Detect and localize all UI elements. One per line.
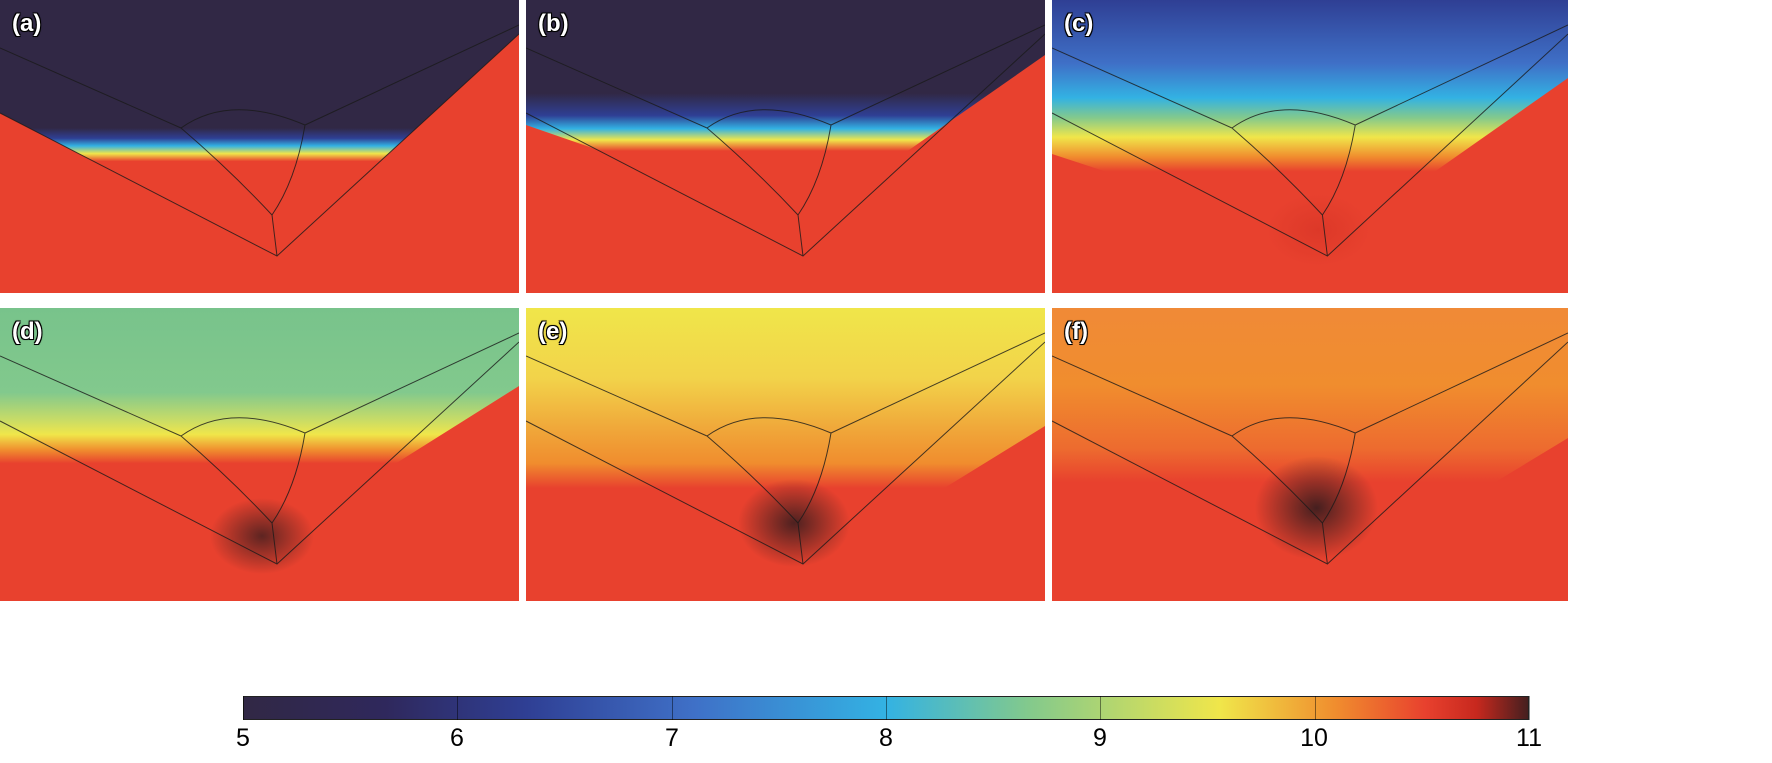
colorbar-tick-label-8: 8 xyxy=(879,724,893,752)
panel-e-plot xyxy=(526,308,1045,601)
panel-e-mesh xyxy=(526,332,1045,565)
panel-f-hotspot xyxy=(1254,456,1379,560)
panel-a-mesh xyxy=(0,24,519,257)
panel-a: (a) xyxy=(0,0,519,293)
panel-d-hotspot xyxy=(210,498,314,574)
panel-b-plot xyxy=(526,0,1045,293)
panel-b: (b) xyxy=(526,0,1045,293)
panel-f-plot xyxy=(1052,308,1568,601)
panel-b-mesh xyxy=(526,24,1045,257)
panel-a-hotspot xyxy=(214,202,310,270)
panel-a-plot xyxy=(0,0,519,293)
panel-e-hotspot xyxy=(738,479,850,567)
colorbar-tick-label-6: 6 xyxy=(450,724,464,752)
panel-f-mesh xyxy=(1052,332,1568,565)
colorbar-tick-label-11: 11 xyxy=(1516,724,1542,752)
colorbar-tick-label-9: 9 xyxy=(1093,724,1107,752)
panel-d-plot xyxy=(0,308,519,601)
panel-b-hotspot xyxy=(738,186,834,254)
panel-e: (e) xyxy=(526,308,1045,601)
panel-f: (f) xyxy=(1052,308,1568,601)
panel-c-field xyxy=(1052,0,1568,245)
panel-c: (c) xyxy=(1052,0,1568,293)
panel-c-plot xyxy=(1052,0,1568,293)
panel-c-hotspot xyxy=(1266,194,1371,266)
panel-d: (d) xyxy=(0,308,519,601)
colorbar-tick-label-7: 7 xyxy=(665,724,679,752)
panel-a-field xyxy=(0,0,519,256)
panel-e-field xyxy=(526,308,1045,558)
panel-d-mesh xyxy=(0,332,519,565)
colorbar-tick-label-10: 10 xyxy=(1300,724,1328,752)
panel-c-mesh xyxy=(1052,24,1568,257)
colorbar xyxy=(243,696,1529,720)
colorbar-tick-11 xyxy=(1529,696,1530,720)
panel-f-field xyxy=(1052,308,1568,564)
colorbar-tick-label-5: 5 xyxy=(236,724,250,752)
